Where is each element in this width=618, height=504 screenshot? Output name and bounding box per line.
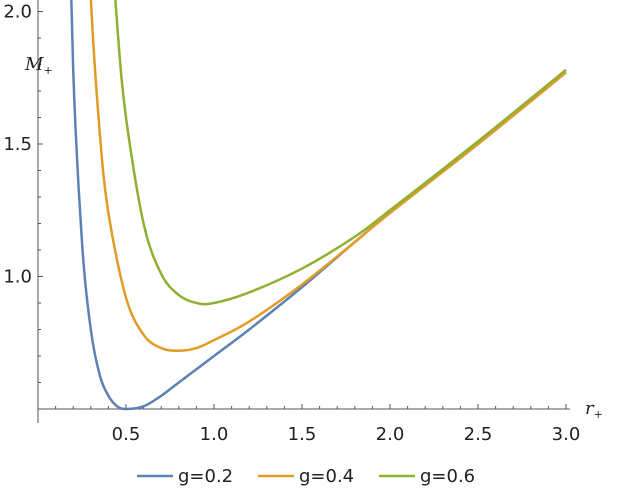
x-ticks: 0.5 1.0 1.5 2.0 2.5 3.0 (55, 404, 581, 445)
x-tick-label: 3.0 (552, 424, 581, 445)
y-ticks: 1.01.52.02.53.0 (3, 2, 43, 383)
x-tick-label: 1.5 (288, 424, 317, 445)
y-axis-label-main: M (24, 54, 44, 75)
x-tick-label: 1.0 (200, 424, 229, 445)
series-group (69, 0, 567, 411)
x-axis-label-sub: + (594, 408, 603, 421)
series-line-2 (89, 0, 567, 352)
legend-label-2: g=0.4 (299, 466, 354, 487)
x-tick-label: 2.5 (464, 424, 493, 445)
y-axis-label: M+ (24, 54, 53, 77)
x-axis-label: r+ (585, 398, 603, 421)
y-tick-label: 1.5 (3, 134, 32, 155)
series-line-1 (69, 0, 567, 411)
x-tick-label: 2.0 (376, 424, 405, 445)
legend: g=0.2 g=0.4 g=0.6 (137, 466, 475, 487)
x-axis-label-main: r (585, 398, 595, 419)
legend-label-3: g=0.6 (420, 466, 475, 487)
y-tick-label: 2.0 (3, 2, 32, 23)
legend-label-1: g=0.2 (178, 466, 233, 487)
x-tick-label: 0.5 (112, 424, 141, 445)
axes: 0.5 1.0 1.5 2.0 2.5 3.0 1.0 1.5 2.0 2.5 3.0 (3, 0, 580, 445)
series-line-3 (114, 0, 567, 306)
y-axis-label-sub: + (43, 64, 52, 77)
y-tick-label: 1.0 (3, 267, 32, 288)
